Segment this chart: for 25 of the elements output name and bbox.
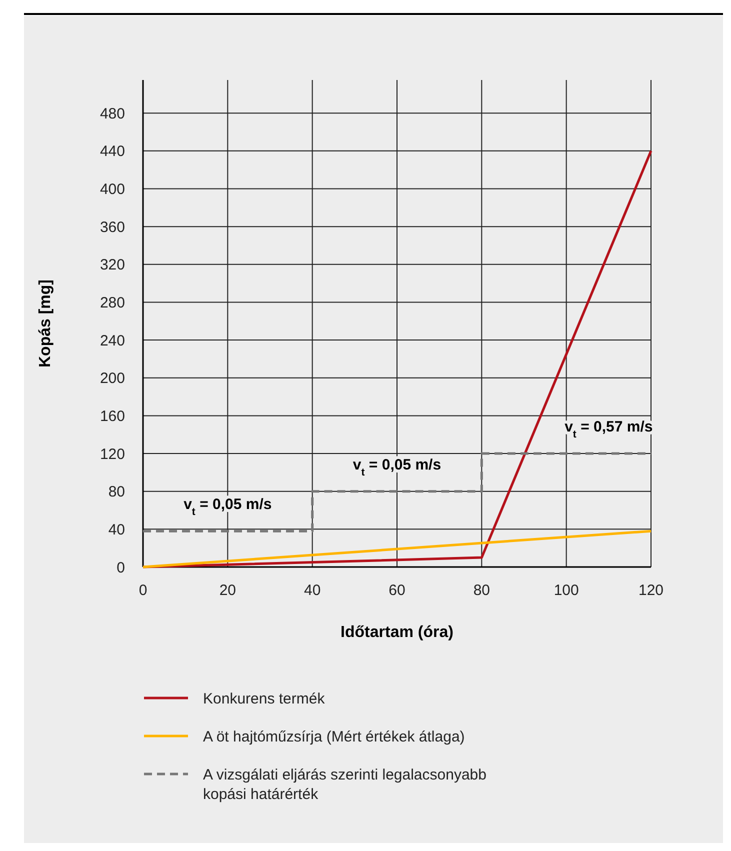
y-tick-label: 360 [100, 218, 125, 236]
x-tick-label: 60 [388, 582, 406, 599]
y-tick-label: 80 [108, 484, 125, 501]
y-axis-title: Kopás [mg] [37, 280, 54, 368]
x-tick-label: 80 [473, 582, 490, 599]
x-tick-label: 100 [554, 582, 579, 599]
y-tick-label: 440 [100, 143, 125, 160]
legend-label: A öt hajtóműzsírja (Mért értékek átlaga) [203, 728, 465, 746]
x-tick-label: 0 [138, 582, 148, 599]
y-tick-label: 0 [116, 559, 125, 576]
y-tick-label: 160 [100, 408, 125, 425]
y-tick-label: 320 [100, 256, 125, 274]
y-tick-label: 40 [108, 521, 125, 538]
x-tick-label: 20 [219, 582, 236, 599]
y-tick-label: 120 [100, 446, 125, 463]
legend-label: A vizsgálati eljárás szerinti legalacsonyabb kopási határérték [203, 766, 486, 803]
y-tick-label: 200 [100, 370, 125, 388]
y-tick-label: 240 [100, 332, 125, 350]
x-tick-label: 120 [638, 582, 664, 599]
y-tick-label: 400 [100, 181, 125, 198]
x-axis-title: Időtartam (óra) [340, 624, 454, 641]
y-tick-label: 280 [100, 294, 125, 312]
x-tick-label: 40 [304, 582, 321, 599]
legend-label: Konkurens termék [203, 690, 326, 708]
y-tick-label: 480 [100, 105, 125, 122]
